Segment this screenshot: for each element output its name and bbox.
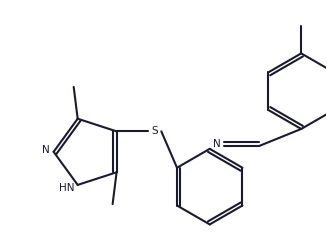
Text: N: N: [213, 139, 221, 149]
Text: S: S: [151, 126, 158, 136]
Text: N: N: [42, 145, 50, 155]
Text: HN: HN: [59, 183, 75, 193]
